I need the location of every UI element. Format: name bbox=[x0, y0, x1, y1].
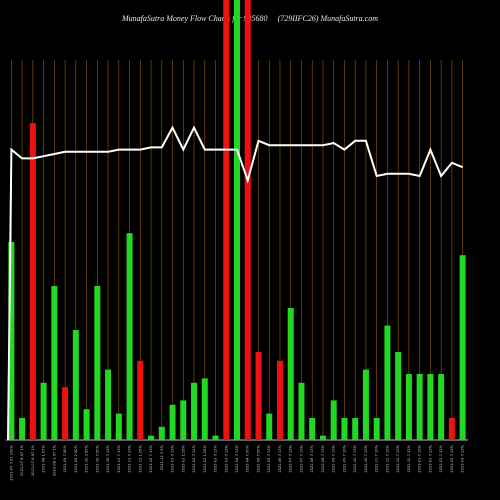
x-tick-label: 2022-12 7.13% bbox=[407, 444, 411, 472]
flow-bar bbox=[201, 378, 208, 440]
money-flow-line bbox=[7, 125, 463, 441]
x-tick-label: 2022-11 7.13% bbox=[375, 444, 379, 472]
flow-bar bbox=[158, 426, 165, 440]
flow-bar bbox=[83, 409, 90, 440]
x-tick-label: 2023-01 7.13% bbox=[418, 444, 422, 472]
chart-title-right: (729IIFC26) MunafaSutra.com bbox=[277, 14, 378, 23]
x-tick-label: 2022-03 7.13% bbox=[214, 444, 218, 472]
flow-bar bbox=[8, 242, 15, 440]
flow-bar bbox=[395, 352, 402, 440]
x-tick-label: 2021-08 1.97% bbox=[42, 444, 46, 472]
x-tick-label: 2021-10 7.13% bbox=[106, 444, 110, 472]
x-tick-label: 2022-09 7.13% bbox=[332, 444, 336, 472]
flow-bar bbox=[416, 374, 423, 440]
x-tick-label: 2022-04 7.00% bbox=[246, 444, 250, 472]
x-tick-label: 2022-10 7.13% bbox=[353, 444, 357, 472]
x-tick-label: 2021-09 7.50% bbox=[63, 444, 67, 472]
x-tick-label: 2021-10 3.50% bbox=[85, 444, 89, 472]
flow-bar bbox=[266, 413, 273, 440]
x-tick-label: 2022-12 7.13% bbox=[396, 444, 400, 472]
flow-bar bbox=[405, 374, 412, 440]
x-tick-label: 2022-05 7.13% bbox=[267, 444, 271, 472]
flow-bar bbox=[212, 435, 219, 440]
x-tick-label: 2022-03 7.13% bbox=[224, 444, 228, 472]
flow-bar bbox=[352, 418, 359, 440]
x-tick-label: 2022-08 7.13% bbox=[321, 444, 325, 472]
flow-bar bbox=[191, 382, 198, 440]
flow-bars bbox=[8, 0, 466, 440]
x-tick-label: 2022-07 7.13% bbox=[299, 444, 303, 472]
x-tick-label: 2022-11 7.13% bbox=[385, 444, 389, 472]
flow-bar bbox=[180, 400, 187, 440]
x-tick-label: 2022-08 7.13% bbox=[310, 444, 314, 472]
flow-bar bbox=[255, 352, 262, 440]
x-tick-label: 2021-11 1.25% bbox=[138, 444, 142, 472]
x-tick-label: 2022-06 7.13% bbox=[278, 444, 282, 472]
x-tick-label: 2022-07 7.13% bbox=[289, 444, 293, 472]
flow-bar bbox=[341, 418, 348, 440]
flow-bar bbox=[223, 0, 230, 440]
x-tick-label: 2022-01 7.13% bbox=[171, 444, 175, 472]
flow-bar bbox=[169, 404, 176, 440]
flow-bar bbox=[330, 400, 337, 440]
x-tick-label: 2022-05 7.00% bbox=[256, 444, 260, 472]
flow-bar bbox=[459, 255, 466, 440]
flow-bar bbox=[384, 325, 391, 440]
flow-bar bbox=[40, 382, 47, 440]
x-tick-label: 2022-04 7.13% bbox=[235, 444, 239, 472]
flow-bar bbox=[148, 435, 155, 440]
x-tick-label: 2021-08 1.97 1% bbox=[52, 444, 56, 476]
x-tick-label: 2023-02 7.13% bbox=[450, 444, 454, 472]
flow-bar bbox=[105, 369, 112, 440]
x-axis-labels: 2021-07 7.91 100% 2021-07 8.47 1% 2021-07 … bbox=[9, 444, 464, 480]
x-tick-label: 2021-09 2.50% bbox=[74, 444, 78, 472]
x-tick-label: 2023-03 7.13% bbox=[461, 444, 465, 472]
chart-title-left: MunafaSutra Money Flow Charts for 935680 bbox=[122, 14, 268, 23]
x-tick-label: 2021-12 7.13% bbox=[149, 444, 153, 472]
flow-bar bbox=[309, 418, 316, 440]
x-tick-label: 2022-01 1.25% bbox=[181, 444, 185, 472]
flow-bar bbox=[115, 413, 122, 440]
flow-bar bbox=[51, 286, 58, 440]
flow-bar bbox=[62, 387, 69, 440]
flow-bar bbox=[427, 374, 434, 440]
x-tick-label: 2021-12 3.5% bbox=[160, 444, 164, 470]
x-tick-label: 2023-01 7.13% bbox=[428, 444, 432, 472]
flow-bar bbox=[373, 418, 380, 440]
flow-bar bbox=[362, 369, 369, 440]
flow-bar bbox=[137, 360, 144, 440]
x-tick-label: 2021-11 7.13% bbox=[117, 444, 121, 472]
x-tick-label: 2022-10 7.13% bbox=[364, 444, 368, 472]
x-tick-label: 2022-09 7.13% bbox=[342, 444, 346, 472]
flow-bar bbox=[72, 330, 79, 440]
flow-bar bbox=[94, 286, 101, 440]
x-tick-label: 2022-02 7.12% bbox=[192, 444, 196, 472]
flow-bar bbox=[29, 123, 36, 440]
flow-bar bbox=[244, 0, 251, 440]
flow-bar bbox=[19, 418, 26, 440]
flow-bar bbox=[234, 0, 240, 440]
flow-bar bbox=[287, 308, 294, 440]
flow-bar bbox=[319, 435, 326, 440]
x-tick-label: 2021-07 8.47 1% bbox=[20, 444, 24, 476]
flow-bar bbox=[438, 374, 445, 440]
flow-bar bbox=[276, 360, 283, 440]
x-tick-label: 2021-07 7.91 100% bbox=[9, 444, 13, 480]
flow-bar bbox=[298, 382, 305, 440]
x-tick-label: 2021-10 7.50% bbox=[95, 444, 99, 472]
x-tick-label: 2021-07 8.47 1% bbox=[31, 444, 35, 476]
x-tick-label: 2021-11 7.13% bbox=[128, 444, 132, 472]
x-tick-label: 2023-02 7.13% bbox=[439, 444, 443, 472]
flow-bar bbox=[448, 418, 455, 440]
chart-title: MunafaSutra Money Flow Charts for 935680… bbox=[0, 14, 500, 23]
x-tick-label: 2022-02 1.25% bbox=[203, 444, 207, 472]
flow-bar bbox=[126, 233, 133, 440]
